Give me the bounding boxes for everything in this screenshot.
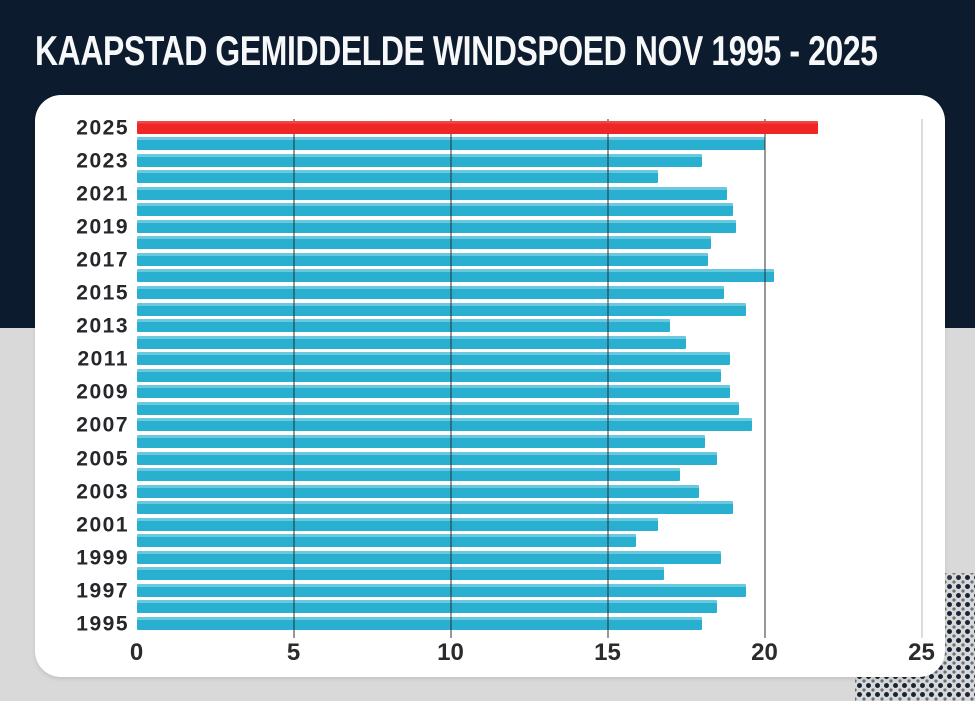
bar [136, 617, 702, 630]
gridline [920, 119, 923, 638]
y-axis-label: 2003 [76, 480, 129, 504]
x-axis-tick-label: 25 [908, 639, 935, 666]
bar [136, 352, 730, 366]
y-axis-label: 2009 [76, 380, 129, 404]
bar [136, 534, 636, 548]
chart-card: 2025 2023 2021 2019 2017 2015 2013 2011 2009 2007… [35, 95, 945, 677]
bar [136, 550, 721, 564]
x-axis-tick-label: 10 [437, 639, 464, 666]
y-axis-label: 2013 [76, 314, 129, 338]
bar [136, 418, 752, 432]
gridline [763, 119, 766, 638]
gridline [606, 119, 609, 638]
bar [136, 385, 730, 399]
x-axis-tick-label: 0 [129, 639, 144, 666]
bar [136, 153, 702, 167]
y-axis-label: 1997 [76, 579, 129, 603]
bar [136, 286, 724, 299]
y-axis-label: 2007 [76, 413, 129, 437]
bar [136, 468, 680, 482]
gridline [292, 119, 295, 638]
bar [136, 236, 712, 250]
bar [136, 567, 665, 581]
bar [136, 583, 746, 597]
y-axis-label: 2023 [76, 149, 129, 173]
y-axis-label: 2019 [76, 215, 129, 239]
bar [136, 434, 705, 448]
y-axis-label: 1995 [76, 612, 129, 636]
bar [136, 600, 718, 614]
bar [136, 203, 734, 217]
bar [136, 252, 708, 266]
bar [136, 186, 727, 200]
bar [136, 451, 718, 465]
bar [136, 368, 721, 382]
y-axis-label: 2001 [76, 513, 129, 537]
bar [136, 517, 658, 531]
y-axis-label: 2011 [77, 347, 129, 371]
bar [136, 401, 740, 415]
bar [136, 219, 737, 233]
gridline [449, 119, 452, 638]
y-axis-label: 2005 [76, 447, 129, 470]
bar [136, 335, 686, 349]
bar-highlight [136, 120, 818, 134]
x-axis-tick-label: 15 [594, 639, 621, 666]
y-axis-label: 1999 [76, 546, 129, 570]
bar [136, 137, 765, 151]
y-axis-label: 2017 [76, 248, 129, 272]
page-title: KAAPSTAD GEMIDDELDE WINDSPOED NOV 1995 -… [35, 27, 878, 74]
x-axis-tick-label: 20 [751, 639, 778, 666]
bar [136, 484, 699, 498]
y-axis-label: 2021 [76, 182, 129, 206]
bar [136, 269, 774, 283]
y-axis-label: 2025 [76, 116, 129, 139]
bar [136, 302, 746, 316]
bar [136, 319, 671, 333]
x-axis-tick-label: 5 [286, 639, 301, 666]
bar-chart: 2025 2023 2021 2019 2017 2015 2013 2011 2009 2007… [35, 95, 945, 677]
y-axis-label: 2015 [76, 281, 129, 305]
bar [136, 170, 658, 184]
bar [136, 501, 734, 515]
